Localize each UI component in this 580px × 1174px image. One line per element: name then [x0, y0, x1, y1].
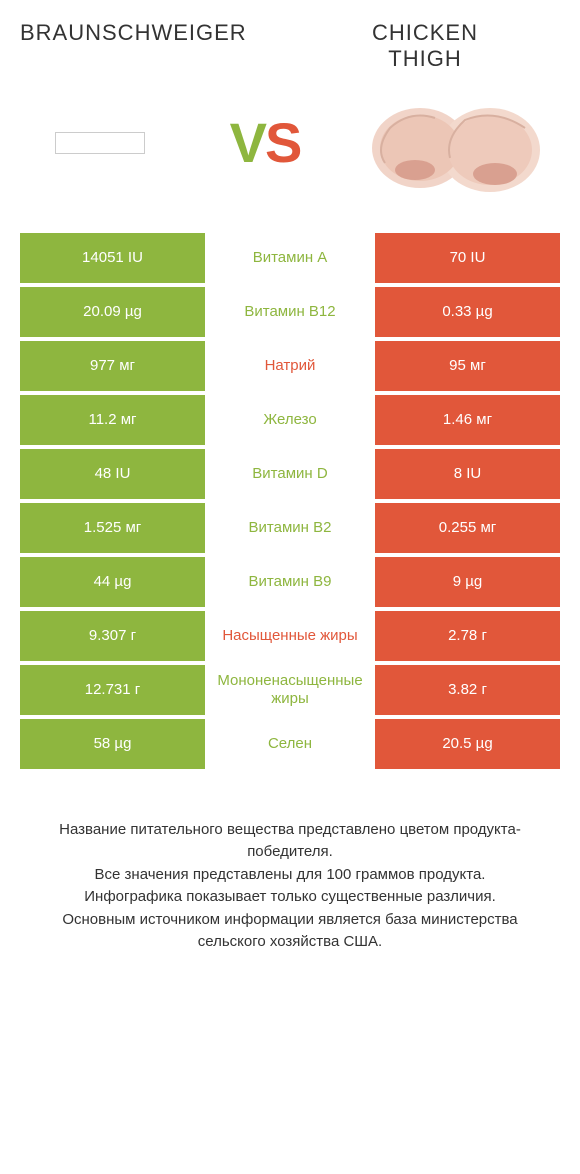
comparison-table: 14051 IU Витамин A 70 IU 20.09 µg Витами…	[20, 233, 560, 769]
table-row: 977 мг Натрий 95 мг	[20, 341, 560, 391]
cell-left: 1.525 мг	[20, 503, 205, 553]
cell-mid: Натрий	[205, 341, 375, 391]
product-image-right	[360, 93, 550, 193]
footer-notes: Название питательного вещества представл…	[20, 819, 560, 954]
cell-mid: Селен	[205, 719, 375, 769]
cell-right: 95 мг	[375, 341, 560, 391]
table-row: 11.2 мг Железо 1.46 мг	[20, 395, 560, 445]
table-row: 48 IU Витамин D 8 IU	[20, 449, 560, 499]
footer-line: Основным источником информации является …	[30, 909, 550, 954]
table-row: 9.307 г Насыщенные жиры 2.78 г	[20, 611, 560, 661]
cell-mid: Витамин B12	[205, 287, 375, 337]
images-row: VS	[20, 93, 560, 193]
cell-right: 3.82 г	[375, 665, 560, 715]
cell-right: 0.33 µg	[375, 287, 560, 337]
cell-mid: Витамин A	[205, 233, 375, 283]
cell-left: 20.09 µg	[20, 287, 205, 337]
vs-label: VS	[230, 110, 301, 175]
table-row: 12.731 г Мононенасыщенные жиры 3.82 г	[20, 665, 560, 715]
cell-right: 20.5 µg	[375, 719, 560, 769]
cell-right: 2.78 г	[375, 611, 560, 661]
cell-mid: Витамин D	[205, 449, 375, 499]
cell-left: 48 IU	[20, 449, 205, 499]
cell-left: 44 µg	[20, 557, 205, 607]
title-left: BRAUNSCHWEIGER	[20, 20, 290, 46]
cell-left: 12.731 г	[20, 665, 205, 715]
table-row: 20.09 µg Витамин B12 0.33 µg	[20, 287, 560, 337]
cell-right: 0.255 мг	[375, 503, 560, 553]
cell-mid: Витамин B2	[205, 503, 375, 553]
table-row: 58 µg Селен 20.5 µg	[20, 719, 560, 769]
cell-mid: Витамин B9	[205, 557, 375, 607]
cell-right: 8 IU	[375, 449, 560, 499]
chicken-thigh-icon	[365, 88, 545, 198]
cell-left: 977 мг	[20, 341, 205, 391]
table-row: 1.525 мг Витамин B2 0.255 мг	[20, 503, 560, 553]
cell-mid: Насыщенные жиры	[205, 611, 375, 661]
title-right: CHICKENTHIGH	[290, 20, 560, 73]
cell-right: 9 µg	[375, 557, 560, 607]
table-row: 14051 IU Витамин A 70 IU	[20, 233, 560, 283]
product-image-left	[30, 93, 170, 193]
cell-left: 14051 IU	[20, 233, 205, 283]
footer-line: Инфографика показывает только существенн…	[30, 886, 550, 909]
table-row: 44 µg Витамин B9 9 µg	[20, 557, 560, 607]
title-right-text: CHICKENTHIGH	[372, 20, 478, 71]
cell-left: 9.307 г	[20, 611, 205, 661]
cell-mid: Мононенасыщенные жиры	[205, 665, 375, 715]
vs-v: V	[230, 111, 265, 174]
placeholder-box-icon	[55, 132, 145, 154]
header: BRAUNSCHWEIGER CHICKENTHIGH	[20, 20, 560, 73]
footer-line: Все значения представлены для 100 граммо…	[30, 864, 550, 887]
cell-left: 11.2 мг	[20, 395, 205, 445]
cell-mid: Железо	[205, 395, 375, 445]
infographic-container: BRAUNSCHWEIGER CHICKENTHIGH VS	[0, 0, 580, 954]
cell-right: 70 IU	[375, 233, 560, 283]
vs-s: S	[265, 111, 300, 174]
cell-left: 58 µg	[20, 719, 205, 769]
cell-right: 1.46 мг	[375, 395, 560, 445]
footer-line: Название питательного вещества представл…	[30, 819, 550, 864]
